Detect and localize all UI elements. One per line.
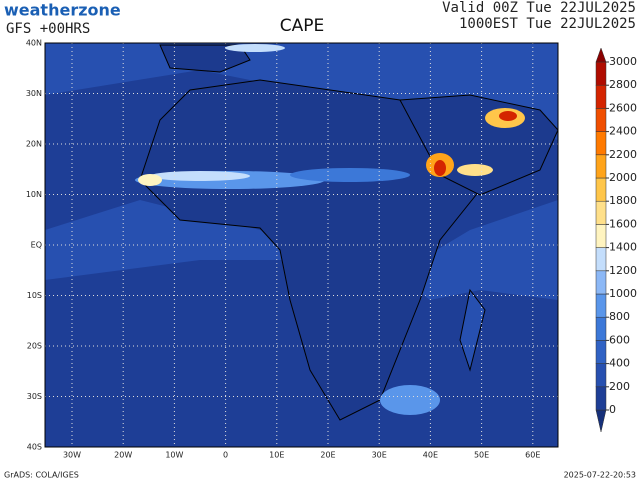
credit: GrADS: COLA/IGES (4, 471, 79, 480)
map-title: CAPE (280, 16, 325, 36)
colorbar-segment (595, 84, 607, 109)
lat-label: 10S (27, 291, 42, 300)
colorbar-label: 200 (609, 380, 630, 393)
timestamp: 2025-07-22-20:53 (564, 471, 636, 480)
cape-high (138, 174, 162, 186)
lat-label: 30S (27, 392, 42, 401)
lon-label: 30E (372, 451, 387, 460)
colorbar-cap (595, 47, 607, 63)
colorbar-label: 2400 (609, 125, 637, 138)
lon-label: 20W (114, 451, 132, 460)
lat-label: 40N (26, 39, 42, 48)
colorbar-label: 2000 (609, 171, 637, 184)
colorbar-segment (595, 177, 607, 202)
colorbar-label: 600 (609, 333, 630, 346)
lon-label: 60E (525, 451, 540, 460)
lon-label: 20E (320, 451, 335, 460)
colorbar-label: 2800 (609, 78, 637, 91)
cape-band (225, 44, 285, 52)
colorbar-label: 3000 (609, 55, 637, 68)
colorbar-label: 0 (609, 403, 616, 416)
local-time: 1000EST Tue 22JUL2025 (459, 16, 636, 32)
cape-band (150, 171, 250, 181)
valid-time: Valid 00Z Tue 22JUL2025 (442, 0, 636, 16)
land (159, 44, 558, 196)
colorbar-label: 1600 (609, 217, 637, 230)
cape-band (290, 168, 410, 182)
colorbar-segment (595, 224, 607, 248)
lat-label: 30N (26, 89, 42, 98)
colorbar-label: 400 (609, 357, 630, 370)
colorbar-segment (595, 386, 607, 411)
lat-label: 20N (26, 140, 42, 149)
map-frame (44, 42, 559, 448)
colorbar-label: 1000 (609, 287, 637, 300)
colorbar-segment (595, 61, 607, 86)
lon-label: 10W (165, 451, 183, 460)
lon-label: 40E (423, 451, 438, 460)
colorbar-segment (595, 316, 607, 341)
africa (139, 79, 481, 421)
lon-label: 50E (474, 451, 489, 460)
cape-high (457, 164, 493, 176)
colorbar: 0 200 400 600 800 1000 1200 1400 1600 1800 2000 220… (595, 47, 637, 433)
lon-label: 30W (63, 451, 81, 460)
colorbar-label: 1800 (609, 194, 637, 207)
lat-label: 40S (27, 443, 42, 452)
colorbar-segment (595, 108, 607, 132)
colorbar-segment (595, 363, 607, 388)
colorbar-segment (595, 270, 607, 295)
colorbar-segment (595, 293, 607, 318)
madagascar (459, 288, 486, 372)
lat-label: 20S (27, 342, 42, 351)
lon-label: 10E (269, 451, 284, 460)
logo: weatherzone (4, 1, 121, 20)
logo-bg (0, 0, 120, 22)
colorbar-segment (595, 131, 607, 156)
colorbar-segment (595, 154, 607, 179)
colorbar-segment (595, 247, 607, 272)
colorbar-label: 2600 (609, 101, 637, 114)
colorbar-label: 800 (609, 310, 630, 323)
colorbar-cap (595, 409, 607, 433)
cape-high (499, 111, 517, 121)
lat-label: EQ (31, 241, 42, 250)
colorbar-label: 1400 (609, 241, 637, 254)
map: 40N 30N 20N 10N EQ 10S 20S 30S 40S 30W 20W 10W 0 10E 2… (26, 39, 559, 460)
colorbar-label: 1200 (609, 264, 637, 277)
cape-high (434, 160, 446, 176)
colorbar-segment (595, 340, 607, 364)
lon-label: 0 (223, 451, 228, 460)
lat-label: 10N (26, 190, 42, 199)
colorbar-segment (595, 200, 607, 225)
model-run: GFS +00HRS (6, 21, 90, 37)
colorbar-label: 2200 (609, 148, 637, 161)
cape-band (380, 385, 440, 415)
